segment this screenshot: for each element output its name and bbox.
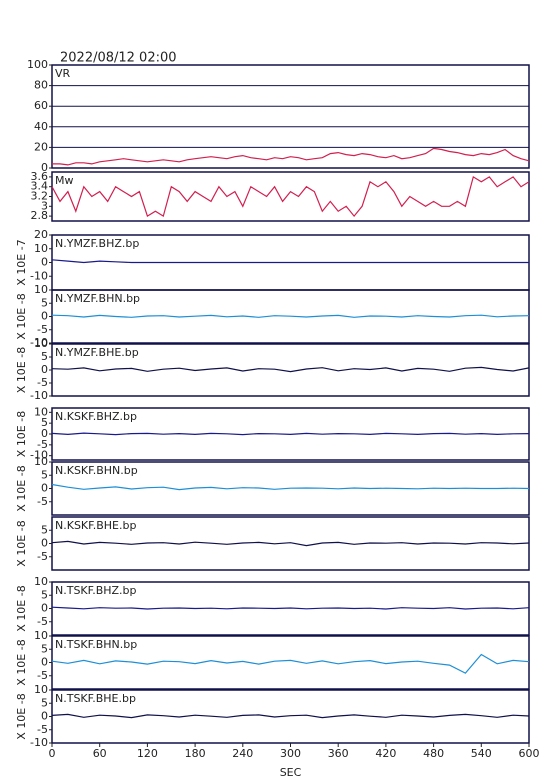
- x-axis-label: SEC: [280, 766, 302, 779]
- y-tick-label: 3.4: [31, 180, 49, 193]
- panel-label: N.YMZF.BHN.bp: [55, 292, 140, 305]
- data-line: [51, 606, 530, 610]
- panel-label: N.TSKF.BHE.bp: [55, 692, 136, 705]
- x-tick-label: 120: [137, 747, 158, 760]
- y-tick-label: 5: [41, 696, 48, 709]
- y-tick-label: 3: [41, 199, 48, 212]
- x-tick-label: 300: [280, 747, 301, 760]
- panel-frame: [51, 171, 530, 222]
- y-tick-label: -5: [37, 376, 48, 389]
- y-tick-label: 0: [41, 602, 48, 615]
- y-tick-label: -5: [37, 323, 48, 336]
- y-tick-label: -5: [37, 550, 48, 563]
- y-tick-label: 10: [34, 575, 48, 588]
- y-tick-label: 5: [41, 523, 48, 536]
- y-tick-label: 0: [41, 427, 48, 440]
- y-tick-label: 100: [27, 58, 48, 71]
- y-axis-label: X 10E -8: [15, 347, 28, 393]
- y-tick-label: -10: [30, 389, 48, 402]
- y-tick-label: 5: [41, 468, 48, 481]
- y-tick-label: 0: [41, 363, 48, 376]
- y-axis-label: X 10E -8: [15, 520, 28, 566]
- y-tick-label: -5: [37, 669, 48, 682]
- y-tick-label: 60: [34, 99, 48, 112]
- y-tick-label: 10: [34, 405, 48, 418]
- data-line: [51, 713, 530, 719]
- y-tick-label: 5: [41, 416, 48, 429]
- y-axis-label: X 10E -8: [15, 639, 28, 685]
- y-tick-label: 5: [41, 296, 48, 309]
- x-tick-label: 360: [328, 747, 349, 760]
- y-tick-label: -10: [30, 336, 48, 349]
- chart-title: 2022/08/12 02:00: [60, 51, 177, 66]
- data-line: [51, 483, 530, 491]
- y-tick-label: 3.2: [31, 190, 49, 203]
- y-tick-label: 0: [41, 710, 48, 723]
- y-tick-label: -5: [37, 723, 48, 736]
- data-line: [51, 314, 530, 318]
- y-tick-label: 3.6: [31, 170, 49, 183]
- y-tick-label: -10: [30, 736, 48, 749]
- y-tick-label: 80: [34, 79, 48, 92]
- y-tick-label: 10: [34, 337, 48, 350]
- data-line: [52, 147, 530, 166]
- data-line: [51, 432, 530, 436]
- y-tick-label: 0: [41, 537, 48, 550]
- y-tick-label: 0: [41, 482, 48, 495]
- data-line: [51, 540, 530, 547]
- x-tick-label: 480: [423, 747, 444, 760]
- y-tick-label: 40: [34, 120, 48, 133]
- y-tick-label: -5: [37, 438, 48, 451]
- panel-label: N.TSKF.BHN.bp: [55, 638, 137, 651]
- y-tick-label: -5: [37, 615, 48, 628]
- x-tick-label: 600: [519, 747, 540, 760]
- y-tick-label: -5: [37, 495, 48, 508]
- y-tick-label: 0: [41, 256, 48, 269]
- y-tick-label: -10: [30, 269, 48, 282]
- y-tick-label: 5: [41, 642, 48, 655]
- y-axis-label: X 10E -7: [15, 239, 28, 285]
- panel-label: N.KSKF.BHE.bp: [55, 519, 136, 532]
- y-axis-label: X 10E -8: [15, 411, 28, 457]
- panel-label: N.TSKF.BHZ.bp: [55, 584, 137, 597]
- panel-label: Mw: [55, 174, 74, 187]
- y-tick-label: 20: [34, 228, 48, 241]
- panel-label: N.KSKF.BHZ.bp: [55, 410, 137, 423]
- y-tick-label: 5: [41, 588, 48, 601]
- x-tick-label: 180: [185, 747, 206, 760]
- y-tick-label: 10: [34, 629, 48, 642]
- x-tick-label: 540: [471, 747, 492, 760]
- panel-label: VR: [55, 67, 71, 80]
- data-line: [51, 175, 530, 218]
- y-axis-label: X 10E -8: [15, 293, 28, 339]
- y-tick-label: 0: [41, 310, 48, 323]
- y-tick-label: 10: [34, 242, 48, 255]
- y-tick-label: 10: [34, 283, 48, 296]
- y-tick-label: -10: [30, 449, 48, 462]
- y-tick-label: 10: [34, 455, 48, 468]
- x-tick-label: 0: [49, 747, 56, 760]
- x-tick-label: 420: [375, 747, 396, 760]
- y-axis-label: X 10E -8: [15, 465, 28, 511]
- y-axis-label: X 10E -8: [15, 693, 28, 739]
- y-tick-label: 0: [41, 161, 48, 174]
- x-tick-label: 240: [232, 747, 253, 760]
- data-line: [51, 259, 529, 264]
- y-tick-label: 20: [34, 140, 48, 153]
- data-line: [51, 653, 530, 674]
- x-tick-label: 60: [93, 747, 107, 760]
- panel-label: N.KSKF.BHN.bp: [55, 464, 138, 477]
- panel-label: N.YMZF.BHE.bp: [55, 346, 139, 359]
- data-line: [51, 366, 530, 373]
- y-tick-label: 10: [34, 683, 48, 696]
- y-tick-label: 5: [41, 350, 48, 363]
- y-axis-label: X 10E -8: [15, 585, 28, 631]
- y-tick-label: 0: [41, 656, 48, 669]
- panel-label: N.YMZF.BHZ.bp: [55, 237, 139, 250]
- y-tick-label: 2.8: [31, 209, 49, 222]
